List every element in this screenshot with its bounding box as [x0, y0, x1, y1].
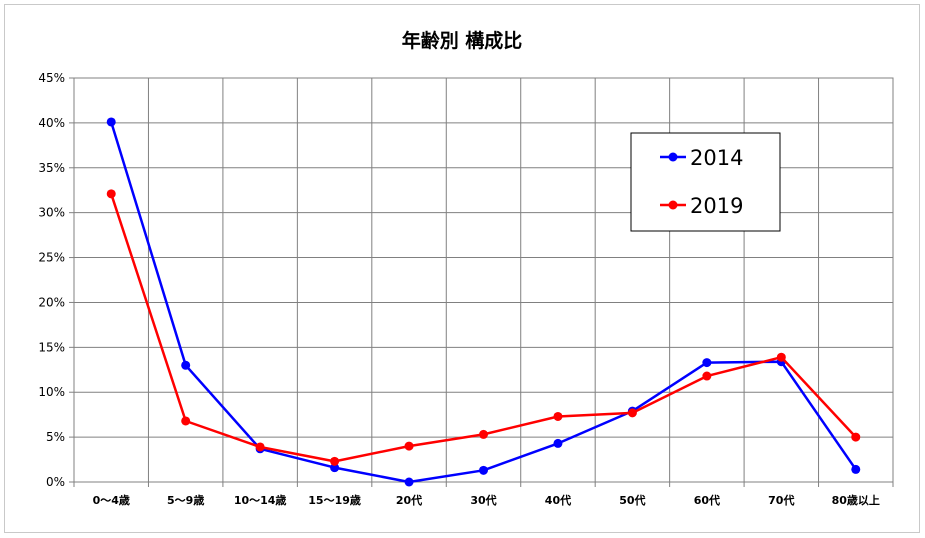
data-point-2019 [255, 442, 265, 452]
x-tick-label: 20代 [396, 493, 422, 507]
data-point-2019 [106, 189, 116, 199]
data-point-2014 [404, 477, 414, 487]
y-tick-label: 35% [38, 161, 65, 175]
x-tick-label: 15～19歳 [308, 493, 361, 507]
y-tick-label: 10% [38, 385, 65, 399]
x-tick-label: 40代 [545, 493, 571, 507]
data-point-2014 [851, 464, 861, 474]
data-series [106, 117, 861, 487]
data-point-2014 [553, 438, 563, 448]
y-axis-ticks: 0% 5% 10% 15% 20% 25% 30% 35% 40% 45% [38, 71, 74, 489]
data-point-2014 [330, 463, 340, 473]
x-tick-label: 50代 [619, 493, 645, 507]
data-point-2014 [702, 358, 712, 368]
x-tick-label: 0～4歳 [93, 493, 130, 507]
data-point-2014 [181, 360, 191, 370]
data-point-2014 [479, 465, 488, 475]
data-point-2014 [106, 117, 116, 127]
x-tick-label: 70代 [768, 493, 794, 507]
data-point-2019 [776, 352, 786, 362]
legend-label-2019: 2019 [690, 194, 743, 218]
legend-label-2014: 2014 [690, 146, 743, 170]
data-point-2019 [181, 416, 191, 426]
data-point-2019 [702, 371, 712, 381]
data-point-2019 [627, 408, 637, 418]
x-tick-label: 80歳以上 [832, 493, 880, 507]
legend-marker-2019 [668, 200, 678, 210]
chart-frame [4, 4, 920, 533]
y-tick-label: 20% [38, 295, 65, 309]
y-tick-label: 30% [38, 206, 65, 220]
y-tick-label: 15% [38, 340, 65, 354]
x-axis-ticks: 0～4歳 5～9歳 10～14歳 15～19歳 20代 30代 40代 50代 60代 70代 80… [73, 482, 894, 507]
chart-title: 年齢別 構成比 [402, 29, 523, 52]
data-point-2019 [851, 432, 861, 442]
data-point-2019 [479, 429, 488, 439]
data-point-2019 [330, 456, 340, 466]
data-point-2019 [553, 411, 563, 421]
x-tick-label: 30代 [470, 493, 496, 507]
x-tick-label: 10～14歳 [234, 493, 287, 507]
legend-box [630, 132, 781, 232]
legend-marker-2014 [668, 152, 678, 162]
legend: 2014 2019 [630, 132, 781, 232]
y-tick-label: 45% [38, 71, 65, 85]
data-point-2019 [404, 441, 414, 451]
y-tick-label: 40% [38, 116, 65, 130]
x-tick-label: 60代 [694, 493, 720, 507]
x-tick-label: 5～9歳 [167, 493, 204, 507]
y-tick-label: 5% [46, 430, 65, 444]
y-tick-label: 25% [38, 251, 65, 265]
y-tick-label: 0% [46, 475, 65, 489]
